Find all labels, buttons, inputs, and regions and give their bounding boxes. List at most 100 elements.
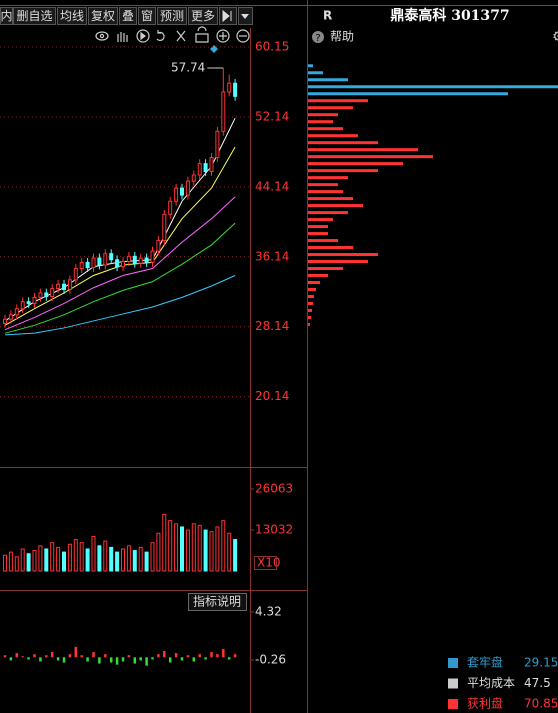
candle-body: [126, 255, 131, 263]
legend-label: 平均成本: [467, 676, 515, 690]
volume-bar: [3, 554, 7, 572]
ma-line: [4, 222, 236, 334]
volume-bar: [97, 545, 102, 572]
candle-body: [197, 163, 202, 176]
candle-body: [209, 157, 214, 173]
candle-body: [62, 283, 66, 290]
indicator-button-label[interactable]: 指标说明: [193, 594, 241, 609]
chip-bar: [308, 92, 508, 96]
chip-bar: [308, 148, 418, 152]
candle-body: [14, 308, 19, 316]
toolbar-button[interactable]: [57, 7, 87, 25]
volume-bar: [150, 542, 155, 572]
chip-bar: [308, 267, 343, 271]
ma-line: [4, 196, 236, 331]
chip-bar: [308, 301, 313, 305]
toolbar-button[interactable]: [157, 7, 187, 25]
y-tick-label: 60.15: [255, 39, 289, 53]
toolbar-button[interactable]: [13, 7, 56, 25]
y-tick-label: 20.14: [255, 389, 289, 403]
volume-bar: [227, 532, 232, 572]
volume-bar: [197, 524, 202, 572]
toolbar-button-label[interactable]: 均线: [60, 9, 84, 23]
volume-bar: [26, 553, 31, 572]
y-tick-label: 52.14: [255, 109, 289, 123]
max-label: 57.74: [171, 61, 205, 75]
candle-body: [221, 91, 226, 132]
legend-swatch: [448, 658, 458, 668]
chip-bar: [308, 155, 433, 159]
volume-bar: [67, 543, 72, 572]
candle-body: [121, 261, 125, 268]
volume-bar: [73, 539, 78, 572]
volume-unit: X10: [257, 556, 281, 570]
chip-bar: [308, 260, 368, 264]
chip-bar: [308, 287, 316, 291]
y-tick-label: 44.14: [255, 179, 289, 193]
chip-bar: [308, 141, 378, 145]
toolbar-button-label[interactable]: 复权: [91, 9, 115, 23]
help-icon[interactable]: [312, 31, 324, 43]
volume-bar: [20, 548, 25, 572]
legend-label: 获利盘: [467, 696, 503, 711]
candle-body: [32, 296, 37, 304]
chip-bar: [308, 239, 338, 243]
chip-bar: [308, 64, 313, 68]
candle-body: [227, 82, 232, 93]
chip-bar: [308, 274, 328, 278]
volume-bar: [62, 551, 66, 572]
chip-bar: [308, 315, 311, 319]
toolbar-button[interactable]: [138, 7, 156, 25]
legend-value: 29.15%: [524, 656, 558, 670]
candle-body: [144, 257, 149, 263]
toolbar-button[interactable]: [88, 7, 118, 25]
volume-bar: [91, 535, 96, 572]
indicator-button[interactable]: [188, 593, 247, 611]
toolbar-button[interactable]: [0, 7, 13, 25]
toolbar-button-label[interactable]: 预测: [160, 9, 184, 23]
legend-swatch: [448, 678, 458, 689]
legend-swatch: [448, 699, 458, 709]
chip-bar: [308, 78, 348, 82]
candle-body: [115, 259, 120, 268]
settings-icon[interactable]: ⚙: [552, 29, 558, 45]
volume-bar: [79, 542, 84, 572]
chip-bar: [308, 294, 314, 298]
stock-name: 鼎泰高科 301377: [390, 7, 509, 24]
help-link[interactable]: 帮助: [330, 30, 354, 44]
volume-bar: [209, 531, 214, 572]
volume-bar: [14, 556, 19, 572]
candle-body: [203, 163, 208, 173]
chip-bar: [308, 211, 348, 215]
candle-body: [20, 301, 25, 310]
ma-line: [4, 275, 236, 336]
toolbar-button-label[interactable]: 窗: [141, 9, 153, 23]
chip-bar: [308, 113, 338, 117]
chip-bar: [308, 322, 310, 326]
candle-body: [185, 180, 190, 196]
volume-bar: [185, 529, 190, 572]
volume-unit-box: [254, 556, 277, 570]
toolbar-button-label[interactable]: 叠: [122, 9, 134, 23]
y-tick-label: 13032: [255, 522, 293, 536]
volume-bar: [115, 551, 120, 572]
volume-bar: [50, 542, 55, 572]
candle-body: [44, 292, 49, 297]
chip-bar: [308, 176, 348, 180]
toolbar-icon: [241, 14, 249, 19]
chip-bar: [308, 85, 558, 89]
chip-bar: [308, 280, 320, 284]
y-tick-label: 36.14: [255, 249, 289, 263]
toolbar-button-label[interactable]: 内: [0, 9, 12, 23]
volume-bar: [121, 548, 125, 572]
chip-bar: [308, 106, 353, 110]
toolbar-button-label[interactable]: 更多: [191, 9, 215, 23]
chip-bar: [308, 183, 338, 187]
candle-body: [191, 174, 196, 182]
toolbar-button[interactable]: [119, 7, 137, 25]
volume-bar: [8, 551, 13, 572]
toolbar-button[interactable]: [188, 7, 218, 25]
volume-bar: [132, 550, 137, 572]
toolbar-button-label[interactable]: 删自选: [16, 9, 52, 23]
